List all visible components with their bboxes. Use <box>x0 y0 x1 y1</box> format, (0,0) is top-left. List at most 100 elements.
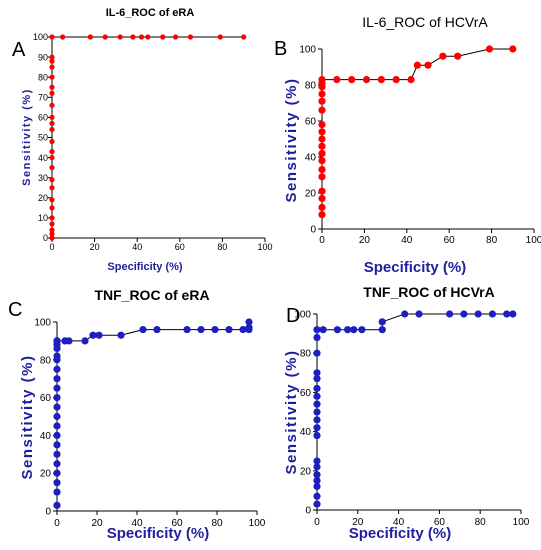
data-point <box>172 34 179 40</box>
x-tick-label: 60 <box>171 518 183 529</box>
data-point <box>53 384 61 392</box>
y-tick-label: 0 <box>43 233 48 243</box>
data-point <box>318 203 326 211</box>
data-point <box>53 479 61 487</box>
y-tick-label: 0 <box>305 506 311 517</box>
data-point <box>49 165 55 171</box>
data-point <box>49 235 55 241</box>
panel-letter: B <box>274 38 287 60</box>
data-point <box>89 331 97 339</box>
data-point <box>362 76 371 84</box>
data-point <box>117 331 125 339</box>
chart-panel-a: A IL-6_ROC of eRA 0 20 40 60 80 100 0 10 20 30 40 50 6… <box>12 7 273 273</box>
data-point <box>49 231 55 237</box>
data-point <box>446 310 454 318</box>
x-axis-label: Specificity (%) <box>349 525 452 542</box>
data-point <box>424 61 432 69</box>
data-point <box>49 58 55 64</box>
x-tick-label: 80 <box>217 242 227 252</box>
data-point <box>49 34 55 40</box>
data-point <box>183 325 191 334</box>
chart-panel-b: B IL-6_ROC of HCVrA 0 20 40 60 80 100 0 20 40 60 80 1… <box>274 14 541 276</box>
x-tick-label: 60 <box>175 242 185 252</box>
chart-panel-d: D TNF_ROC of HCVrA 0 20 40 60 80 100 0 20 40 60 80 10… <box>283 284 530 542</box>
series-line <box>316 313 513 505</box>
x-axis-label: Specificity (%) <box>364 259 467 276</box>
y-tick-label: 70 <box>38 92 48 102</box>
data-point <box>49 90 55 96</box>
data-point <box>49 74 55 80</box>
data-point <box>130 34 136 40</box>
data-point <box>348 76 356 84</box>
y-tick-label: 20 <box>305 189 317 200</box>
data-point <box>313 500 321 508</box>
data-point <box>344 326 352 334</box>
data-point <box>509 45 517 53</box>
x-tick-label: 20 <box>90 242 100 252</box>
data-point <box>95 331 103 339</box>
x-tick-label: 20 <box>359 235 371 246</box>
data-point <box>53 403 61 411</box>
data-point <box>378 326 386 334</box>
data-point <box>313 369 321 377</box>
y-tick-label: 0 <box>310 225 316 236</box>
data-point <box>485 45 494 53</box>
data-point <box>53 375 61 383</box>
x-tick-label: 80 <box>486 235 498 246</box>
data-point <box>333 76 341 84</box>
data-point <box>313 392 321 400</box>
data-point <box>81 337 89 345</box>
data-point <box>139 325 147 334</box>
data-point <box>358 326 366 334</box>
data-point <box>241 34 247 40</box>
data-point <box>378 318 386 326</box>
y-tick-label: 60 <box>38 113 48 123</box>
data-point <box>53 352 61 360</box>
data-point <box>460 310 468 318</box>
x-tick-label: 0 <box>49 242 54 252</box>
data-point <box>53 460 61 468</box>
data-point <box>350 326 358 334</box>
y-tick-label: 40 <box>300 427 312 438</box>
data-point <box>401 310 409 318</box>
y-tick-label: 40 <box>40 431 52 442</box>
data-point <box>313 482 321 491</box>
data-point <box>49 221 55 227</box>
data-point <box>313 349 321 357</box>
data-point <box>211 325 219 334</box>
data-point <box>53 337 61 345</box>
y-tick-label: 50 <box>38 133 48 143</box>
data-point <box>318 97 326 105</box>
y-tick-label: 80 <box>40 355 52 366</box>
x-tick-label: 100 <box>513 517 530 528</box>
y-tick-label: 90 <box>38 52 48 62</box>
data-point <box>318 157 326 165</box>
data-point <box>318 76 326 84</box>
data-point <box>318 142 326 150</box>
data-point <box>245 318 253 326</box>
data-point <box>53 394 61 402</box>
x-axis-label: Specificity (%) <box>107 261 183 273</box>
series-line <box>321 48 513 215</box>
x-tick-label: 0 <box>54 518 60 529</box>
data-point <box>160 34 166 40</box>
chart-panel-c: C TNF_ROC of eRA 0 20 40 60 80 100 0 20 40 60 80 100 S… <box>8 287 266 542</box>
x-tick-label: 20 <box>91 518 103 529</box>
data-point <box>318 135 326 143</box>
data-point <box>313 431 321 440</box>
data-point <box>313 477 321 485</box>
chart-title: IL-6_ROC of HCVrA <box>362 14 488 30</box>
data-point <box>53 488 61 496</box>
data-point <box>377 76 385 84</box>
data-point <box>49 120 55 127</box>
x-tick-label: 80 <box>475 517 487 528</box>
y-axis-label: Sensitivity (%) <box>21 88 33 186</box>
data-point <box>49 64 55 70</box>
data-point <box>318 128 326 136</box>
data-point <box>102 34 108 40</box>
data-point <box>239 325 247 334</box>
series-line <box>51 36 244 238</box>
y-axis-label: Sensitivity (%) <box>283 349 300 474</box>
data-point <box>313 408 321 416</box>
